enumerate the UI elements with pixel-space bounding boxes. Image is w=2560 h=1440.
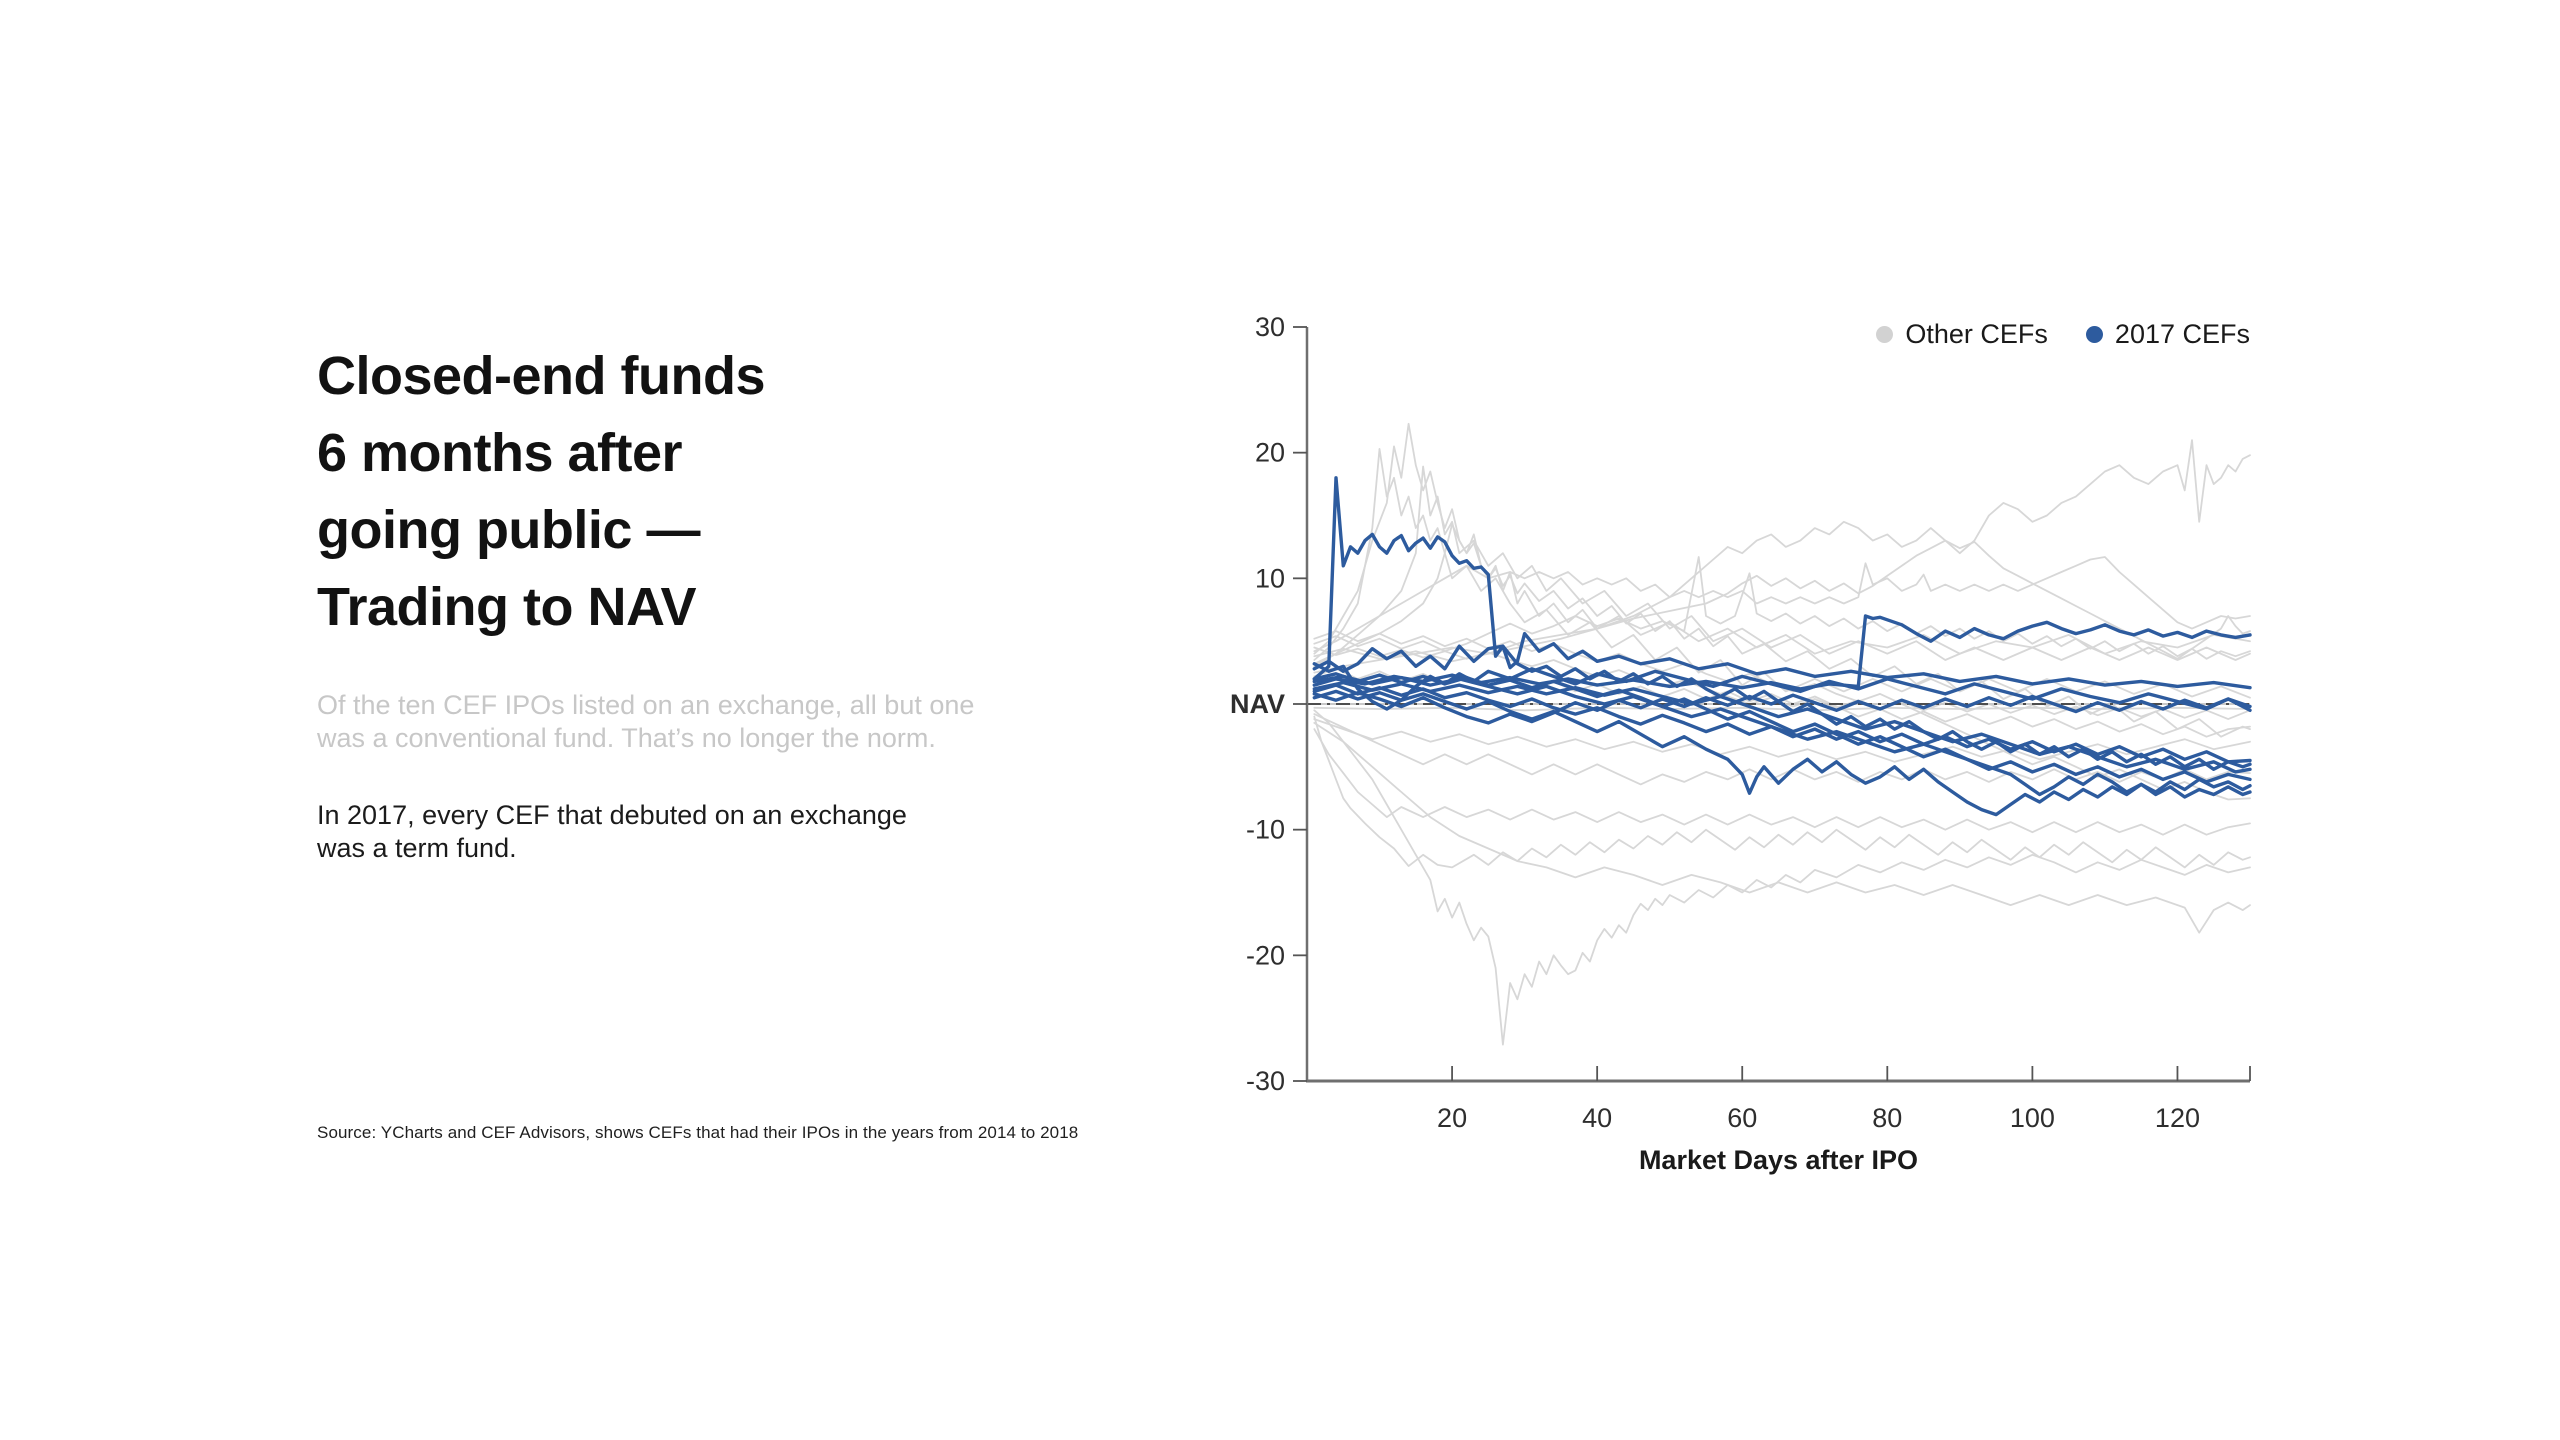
y-tick-label: 20	[1255, 438, 1285, 468]
source-note: Source: YCharts and CEF Advisors, shows …	[317, 1123, 1079, 1142]
cef-line-other	[1313, 556, 2251, 660]
cef-line-2017	[1312, 683, 2252, 764]
page-title: Closed-end funds 6 months after going pu…	[317, 338, 766, 646]
body-text: In 2017, every CEF that debuted on an ex…	[317, 799, 907, 865]
legend-item-other-cefs: Other CEFs	[1876, 319, 2048, 350]
body-line: In 2017, every CEF that debuted on an ex…	[317, 800, 907, 830]
x-tick-label: 80	[1872, 1103, 1902, 1133]
x-tick-label: 120	[2155, 1103, 2200, 1133]
cef-line-other	[1313, 718, 2251, 763]
cef-line-other	[1313, 715, 2251, 869]
cef-line-2017	[1312, 691, 2252, 725]
y-tick-label: -10	[1246, 815, 1285, 845]
y-tick-label: 10	[1255, 563, 1285, 593]
lede-line: was a conventional fund. That’s no longe…	[317, 723, 936, 753]
cef-line-other	[1313, 422, 2251, 655]
cef-line-other	[1313, 523, 2251, 738]
cef-line-other	[1313, 439, 2251, 674]
lede-text: Of the ten CEF IPOs listed on an exchang…	[317, 689, 974, 755]
cef-line-other	[1313, 447, 2251, 699]
cefs-2017-lines	[1312, 476, 2252, 817]
y-tick-label: 30	[1255, 312, 1285, 342]
cef-line-2017	[1312, 672, 2252, 784]
legend-label-2017-cefs: 2017 CEFs	[2114, 319, 2250, 349]
cef-line-2017	[1312, 644, 2252, 771]
cef-line-2017	[1312, 689, 2252, 817]
cef-line-other	[1313, 728, 2251, 836]
chart-axes: 30 20 10 NAV -10 -20 -30 20 40 60 80 100 120 Market D…	[1230, 312, 2251, 1175]
y-tick-label: -20	[1246, 940, 1285, 970]
chart-legend: Other CEFs 2017 CEFs	[1850, 319, 2250, 350]
cef-line-2017	[1312, 674, 2252, 799]
lede-line: Of the ten CEF IPOs listed on an exchang…	[317, 690, 975, 720]
body-line: was a term fund.	[317, 833, 517, 863]
x-tick-label: 20	[1437, 1103, 1467, 1133]
cef-line-other	[1313, 709, 2251, 1046]
title-line: Trading to NAV	[317, 577, 697, 638]
legend-label-other-cefs: Other CEFs	[1905, 319, 2048, 349]
title-line: 6 months after	[317, 423, 683, 484]
title-line: Closed-end funds	[317, 346, 766, 407]
y-tick-label: -30	[1246, 1066, 1285, 1096]
other-cefs-lines	[1313, 422, 2251, 1046]
x-axis-title: Market Days after IPO	[1639, 1145, 1918, 1175]
cef-line-other	[1313, 465, 2251, 668]
nav-axis-label: NAV	[1230, 689, 1285, 719]
cefs-2017-dot-icon	[2085, 326, 2103, 343]
cef-line-other	[1313, 713, 2251, 786]
x-tick-label: 40	[1582, 1103, 1612, 1133]
cef-line-2017	[1312, 614, 2252, 691]
cef-line-other	[1313, 556, 2251, 653]
cef-line-2017	[1312, 476, 2252, 690]
other-cefs-dot-icon	[1876, 326, 1894, 343]
cef-line-other	[1313, 539, 2251, 663]
legend-item-2017-cefs: 2017 CEFs	[2085, 319, 2250, 350]
x-tick-label: 100	[2010, 1103, 2055, 1133]
cef-line-other	[1313, 722, 2251, 934]
title-line: going public —	[317, 500, 700, 561]
x-tick-label: 60	[1727, 1103, 1757, 1133]
